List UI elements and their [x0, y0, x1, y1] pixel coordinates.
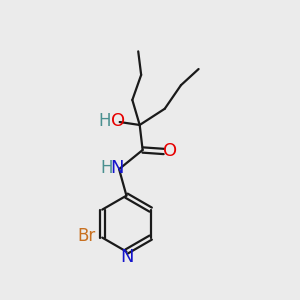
Text: O: O	[163, 142, 177, 160]
Text: H: H	[98, 112, 111, 130]
Text: N: N	[121, 248, 134, 266]
Text: Br: Br	[78, 227, 96, 245]
Text: H: H	[100, 159, 113, 177]
Text: O: O	[111, 112, 125, 130]
Text: N: N	[110, 159, 124, 177]
